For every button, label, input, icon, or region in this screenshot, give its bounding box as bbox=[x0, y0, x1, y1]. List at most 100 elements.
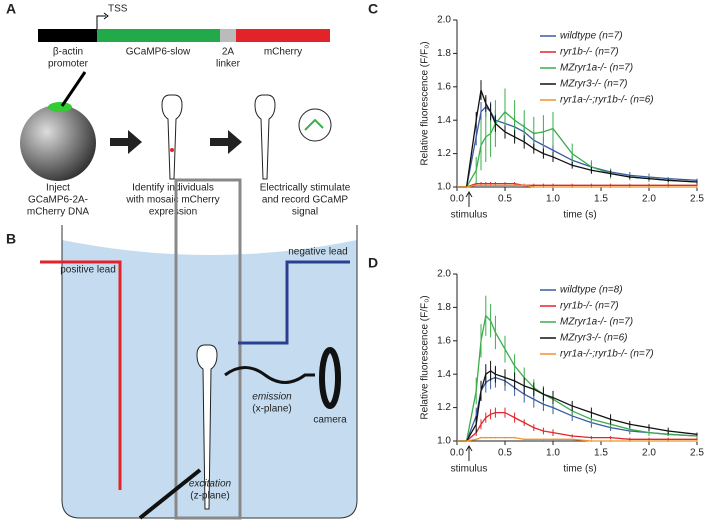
x-axis-label: time (s) bbox=[563, 464, 596, 475]
tube bbox=[174, 178, 242, 520]
promoter-label: promoter bbox=[48, 59, 89, 70]
annotation: stimulus bbox=[451, 464, 488, 475]
step-label: expression bbox=[149, 207, 197, 218]
y-tick-label: 1.8 bbox=[437, 302, 451, 313]
linker-block bbox=[220, 29, 236, 42]
larva bbox=[161, 94, 183, 180]
step-label: with mosaic mCherry bbox=[125, 195, 219, 206]
x-tick-label: 1.5 bbox=[594, 194, 608, 205]
larva bbox=[196, 344, 218, 510]
panel-letter: B bbox=[6, 231, 16, 247]
tss-arrow bbox=[96, 15, 106, 29]
legend-label: wildtype (n=7) bbox=[560, 31, 623, 42]
positive-lead bbox=[40, 260, 122, 490]
y-tick-label: 2.0 bbox=[437, 269, 451, 280]
gene-block bbox=[97, 29, 220, 42]
linker-label: 2A bbox=[222, 47, 235, 58]
panel-letter: C bbox=[368, 1, 378, 17]
step-label: mCherry DNA bbox=[27, 207, 90, 218]
legend-label: ryr1a-/-;ryr1b-/- (n=7) bbox=[560, 349, 654, 360]
series-line bbox=[457, 411, 697, 442]
y-axis-label: Relative fluorescence (F/F₀) bbox=[420, 295, 431, 419]
series-line bbox=[457, 105, 698, 188]
x-tick-label: 0.5 bbox=[498, 194, 512, 205]
annotation: stimulus bbox=[451, 210, 488, 221]
promoter-label: β-actin bbox=[53, 47, 83, 58]
series-line bbox=[457, 184, 697, 188]
series-line bbox=[457, 110, 698, 188]
legend-label: ryr1b-/- (n=7) bbox=[560, 47, 619, 58]
y-tick-label: 1.2 bbox=[437, 148, 451, 159]
step-label: signal bbox=[292, 207, 318, 218]
reporter-label: mCherry bbox=[264, 47, 302, 58]
camera bbox=[319, 347, 341, 409]
lead-label: negative lead bbox=[288, 247, 348, 258]
mosaic-cell bbox=[170, 148, 174, 152]
embryo bbox=[20, 105, 96, 181]
injection-site bbox=[48, 102, 72, 112]
x-tick-label: 0.5 bbox=[498, 448, 512, 459]
legend-label: MZryr3-/- (n=6) bbox=[560, 333, 628, 344]
needle bbox=[60, 71, 87, 107]
series-line bbox=[457, 437, 697, 442]
y-tick-label: 1.8 bbox=[437, 48, 451, 59]
legend-label: ryr1a-/-;ryr1b-/- (n=6) bbox=[560, 95, 654, 106]
x-tick-label: 2.5 bbox=[690, 448, 704, 459]
negative-lead bbox=[238, 260, 350, 345]
excitation-label: excitation bbox=[189, 479, 232, 490]
lead-label: positive lead bbox=[60, 265, 116, 276]
y-tick-label: 2.0 bbox=[437, 15, 451, 26]
y-tick-label: 1.2 bbox=[437, 402, 451, 413]
promoter-block bbox=[38, 29, 97, 42]
series-line bbox=[457, 183, 697, 188]
x-tick-label: 2.0 bbox=[642, 448, 656, 459]
legend-label: ryr1b-/- (n=7) bbox=[560, 301, 619, 312]
step-label: Identify individuals bbox=[132, 183, 214, 194]
larva bbox=[254, 94, 276, 180]
series-line bbox=[457, 370, 698, 442]
series-line bbox=[457, 376, 698, 442]
tss-label: TSS bbox=[108, 4, 128, 15]
legend-label: wildtype (n=8) bbox=[560, 285, 623, 296]
emission-label: (x-plane) bbox=[252, 404, 291, 415]
arrow bbox=[110, 130, 142, 154]
x-tick-label: 2.0 bbox=[642, 194, 656, 205]
linker-label: linker bbox=[216, 59, 241, 70]
zoom-inset bbox=[298, 108, 332, 142]
excitation-arrow bbox=[138, 468, 202, 520]
x-tick-label: 1.0 bbox=[546, 194, 560, 205]
emission-arrow bbox=[224, 366, 315, 384]
step-label: Inject bbox=[46, 183, 70, 194]
series-line bbox=[457, 89, 698, 188]
stimulus-arrow bbox=[465, 191, 473, 207]
legend-label: MZryr1a-/- (n=7) bbox=[560, 317, 633, 328]
y-tick-label: 1.6 bbox=[437, 81, 451, 92]
y-tick-label: 1.0 bbox=[437, 436, 451, 447]
y-tick-label: 1.0 bbox=[437, 182, 451, 193]
x-tick-label: 0.0 bbox=[450, 194, 464, 205]
stimulus-arrow bbox=[465, 445, 473, 461]
emission-label: emission bbox=[252, 392, 292, 403]
tss-arrow bbox=[103, 12, 109, 20]
y-tick-label: 1.4 bbox=[437, 369, 451, 380]
legend-label: MZryr3-/- (n=7) bbox=[560, 79, 628, 90]
camera-label: camera bbox=[313, 415, 347, 426]
zoom-cell bbox=[304, 118, 324, 131]
x-tick-label: 1.0 bbox=[546, 448, 560, 459]
reporter-block bbox=[236, 29, 330, 42]
step-label: and record GCaMP bbox=[262, 195, 348, 206]
panel-letter: A bbox=[6, 1, 16, 17]
x-tick-label: 1.5 bbox=[594, 448, 608, 459]
gene-label: GCaMP6-slow bbox=[126, 47, 191, 58]
step-label: Electrically stimulate bbox=[260, 183, 351, 194]
legend-label: MZryr1a-/- (n=7) bbox=[560, 63, 633, 74]
panel-letter: D bbox=[368, 255, 378, 271]
y-tick-label: 1.4 bbox=[437, 115, 451, 126]
series-line bbox=[457, 314, 698, 442]
excitation-label: (z-plane) bbox=[190, 491, 229, 502]
y-axis-label: Relative fluorescence (F/F₀) bbox=[420, 41, 431, 165]
x-tick-label: 0.0 bbox=[450, 448, 464, 459]
step-label: GCaMP6-2A- bbox=[28, 195, 88, 206]
x-axis-label: time (s) bbox=[563, 210, 596, 221]
